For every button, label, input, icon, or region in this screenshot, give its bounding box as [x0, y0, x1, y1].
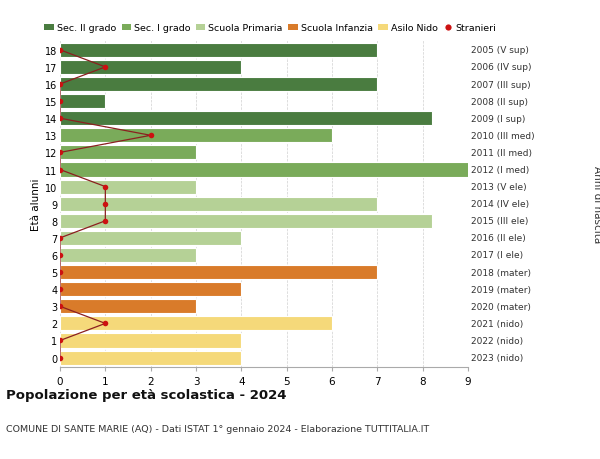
- Bar: [60, 265, 377, 280]
- Text: 2020 (mater): 2020 (mater): [471, 302, 531, 311]
- Text: 2013 (V ele): 2013 (V ele): [471, 183, 527, 192]
- Text: 2011 (II med): 2011 (II med): [471, 149, 532, 157]
- Text: Anni di nascita: Anni di nascita: [592, 166, 600, 243]
- Bar: [60, 129, 332, 143]
- Text: 2007 (III sup): 2007 (III sup): [471, 80, 530, 90]
- Bar: [60, 180, 196, 194]
- Bar: [60, 44, 377, 58]
- Text: 2010 (III med): 2010 (III med): [471, 132, 535, 140]
- Text: 2005 (V sup): 2005 (V sup): [471, 46, 529, 55]
- Bar: [60, 112, 432, 126]
- Bar: [60, 163, 486, 177]
- Y-axis label: Età alunni: Età alunni: [31, 178, 41, 230]
- Text: 2014 (IV ele): 2014 (IV ele): [471, 200, 529, 209]
- Legend: Sec. II grado, Sec. I grado, Scuola Primaria, Scuola Infanzia, Asilo Nido, Stran: Sec. II grado, Sec. I grado, Scuola Prim…: [44, 24, 496, 34]
- Text: 2008 (II sup): 2008 (II sup): [471, 97, 528, 106]
- Bar: [60, 214, 432, 228]
- Text: 2021 (nido): 2021 (nido): [471, 319, 523, 328]
- Text: 2009 (I sup): 2009 (I sup): [471, 114, 526, 123]
- Text: COMUNE DI SANTE MARIE (AQ) - Dati ISTAT 1° gennaio 2024 - Elaborazione TUTTITALI: COMUNE DI SANTE MARIE (AQ) - Dati ISTAT …: [6, 425, 429, 434]
- Text: 2015 (III ele): 2015 (III ele): [471, 217, 529, 226]
- Text: 2017 (I ele): 2017 (I ele): [471, 251, 523, 260]
- Bar: [60, 283, 241, 297]
- Bar: [60, 300, 196, 313]
- Bar: [60, 231, 241, 246]
- Bar: [60, 248, 196, 263]
- Bar: [60, 197, 377, 211]
- Text: 2023 (nido): 2023 (nido): [471, 353, 523, 362]
- Bar: [60, 61, 241, 75]
- Text: 2012 (I med): 2012 (I med): [471, 166, 529, 174]
- Text: Popolazione per età scolastica - 2024: Popolazione per età scolastica - 2024: [6, 388, 287, 401]
- Text: 2022 (nido): 2022 (nido): [471, 336, 523, 345]
- Bar: [60, 78, 377, 92]
- Text: 2018 (mater): 2018 (mater): [471, 268, 531, 277]
- Bar: [60, 95, 106, 109]
- Bar: [60, 334, 241, 348]
- Bar: [60, 351, 241, 365]
- Bar: [60, 146, 196, 160]
- Text: 2019 (mater): 2019 (mater): [471, 285, 531, 294]
- Text: 2016 (II ele): 2016 (II ele): [471, 234, 526, 243]
- Text: 2006 (IV sup): 2006 (IV sup): [471, 63, 532, 72]
- Bar: [60, 317, 332, 330]
